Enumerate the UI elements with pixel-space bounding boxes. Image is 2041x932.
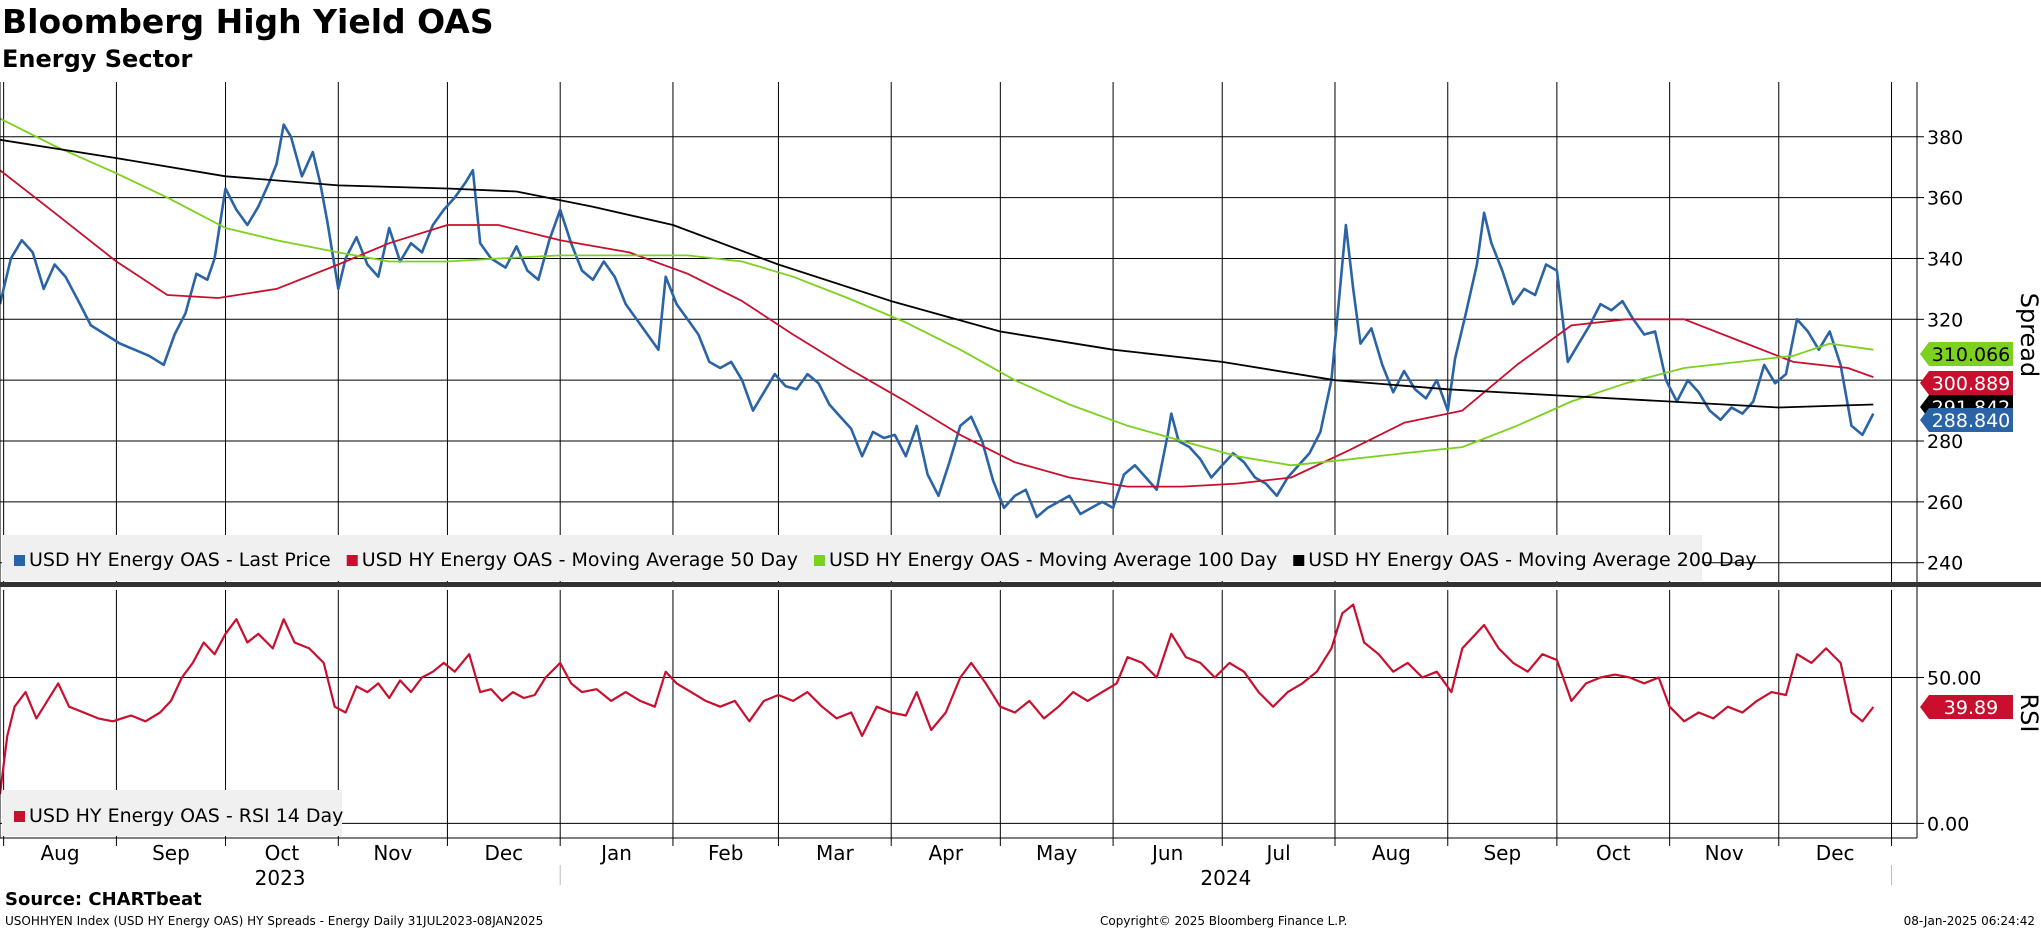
end-value-tag-last_price xyxy=(1920,408,2013,432)
x-tick-label: Jan xyxy=(599,841,632,865)
y-tick-label-upper: 360 xyxy=(1927,188,1963,210)
legend-layer: USD HY Energy OAS - Last Price USD HY Ene… xyxy=(2,535,1757,836)
x-tick-label: Dec xyxy=(1816,841,1855,865)
legend-background-lower xyxy=(2,790,342,836)
series-line-ma200 xyxy=(0,138,1874,409)
y-tick-label-lower: 50.00 xyxy=(1927,668,1981,690)
x-tick-label: Oct xyxy=(1596,841,1631,865)
legend-swatch-ma50 xyxy=(346,555,358,566)
end-value-tag-ma100 xyxy=(1920,342,2013,366)
y-tick-label-upper: 260 xyxy=(1927,492,1963,514)
end-value-label-last_price: 288.840 xyxy=(1932,410,2011,432)
end-value-tag-rsi xyxy=(1920,695,2013,720)
y-tick-label-upper: 320 xyxy=(1927,309,1963,331)
end-value-label-ma100: 310.066 xyxy=(1932,344,2011,366)
series-layer xyxy=(0,117,1875,795)
series-line-last_price xyxy=(0,123,1875,519)
legend-swatch-rsi xyxy=(14,811,25,822)
y-tick-label-upper: 380 xyxy=(1927,127,1963,149)
legend-label-ma50: USD HY Energy OAS - Moving Average 50 Da… xyxy=(362,549,798,571)
x-tick-label: Dec xyxy=(484,841,523,865)
chart-title: Bloomberg High Yield OAS xyxy=(2,2,494,41)
x-tick-label: Nov xyxy=(1705,841,1744,865)
legend-label-ma200: USD HY Energy OAS - Moving Average 200 D… xyxy=(1308,549,1756,571)
legend-label-rsi: USD HY Energy OAS - RSI 14 Day xyxy=(29,805,343,827)
series-line-ma100 xyxy=(0,117,1874,467)
x-tick-label: Sep xyxy=(1483,841,1521,865)
y-tick-label-upper: 280 xyxy=(1927,431,1963,453)
x-tick-label: Aug xyxy=(1372,841,1411,865)
y-tick-label-lower: 0.00 xyxy=(1927,813,1969,835)
y-axis-title-lower: RSI xyxy=(2015,694,2041,733)
x-tick-label: Sep xyxy=(152,841,190,865)
legend-label-last_price: USD HY Energy OAS - Last Price xyxy=(29,549,331,571)
y-axis-title-upper: Spread xyxy=(2015,293,2041,378)
series-line-ma50 xyxy=(0,169,1874,488)
x-tick-label: Feb xyxy=(708,841,743,865)
chart-subtitle: Energy Sector xyxy=(2,45,193,73)
panel-divider xyxy=(0,582,2041,587)
x-tick-label: Nov xyxy=(373,841,412,865)
x-year-label: 2024 xyxy=(1200,866,1251,885)
x-tick-label: Oct xyxy=(265,841,300,865)
end-value-tag-ma50 xyxy=(1920,371,2013,395)
legend-swatch-ma200 xyxy=(1293,555,1305,566)
grid-layer xyxy=(0,82,1917,838)
source-note: Source: CHARTbeat xyxy=(5,889,202,910)
series-line-rsi xyxy=(0,603,1875,795)
footer-index-info: USOHHYEN Index (USD HY Energy OAS) HY Sp… xyxy=(5,914,544,928)
x-tick-label: May xyxy=(1036,841,1078,865)
x-tick-label: Jun xyxy=(1150,841,1183,865)
x-tick-label: Aug xyxy=(40,841,79,865)
y-tick-label-upper: 340 xyxy=(1927,248,1963,270)
end-value-label-ma50: 300.889 xyxy=(1932,373,2011,395)
legend-swatch-last_price xyxy=(14,555,25,566)
axis-layer: 2402602803003203403603800.0050.00AugSepO… xyxy=(0,82,2041,885)
y-tick-label-upper: 240 xyxy=(1927,553,1963,575)
end-value-label-rsi: 39.89 xyxy=(1944,697,1998,719)
x-year-label: 2023 xyxy=(255,866,306,885)
footer-timestamp: 08-Jan-2025 06:24:42 xyxy=(1903,914,2035,928)
legend-swatch-ma100 xyxy=(813,555,825,566)
legend-background-upper xyxy=(2,535,1702,581)
x-tick-label: Jul xyxy=(1265,841,1291,865)
legend-label-ma100: USD HY Energy OAS - Moving Average 100 D… xyxy=(829,549,1277,571)
x-tick-label: Mar xyxy=(816,841,855,865)
footer-copyright: Copyright© 2025 Bloomberg Finance L.P. xyxy=(1100,914,1348,928)
x-tick-label: Apr xyxy=(928,841,963,865)
chart-canvas: 2402602803003203403603800.0050.00AugSepO… xyxy=(0,82,2041,885)
